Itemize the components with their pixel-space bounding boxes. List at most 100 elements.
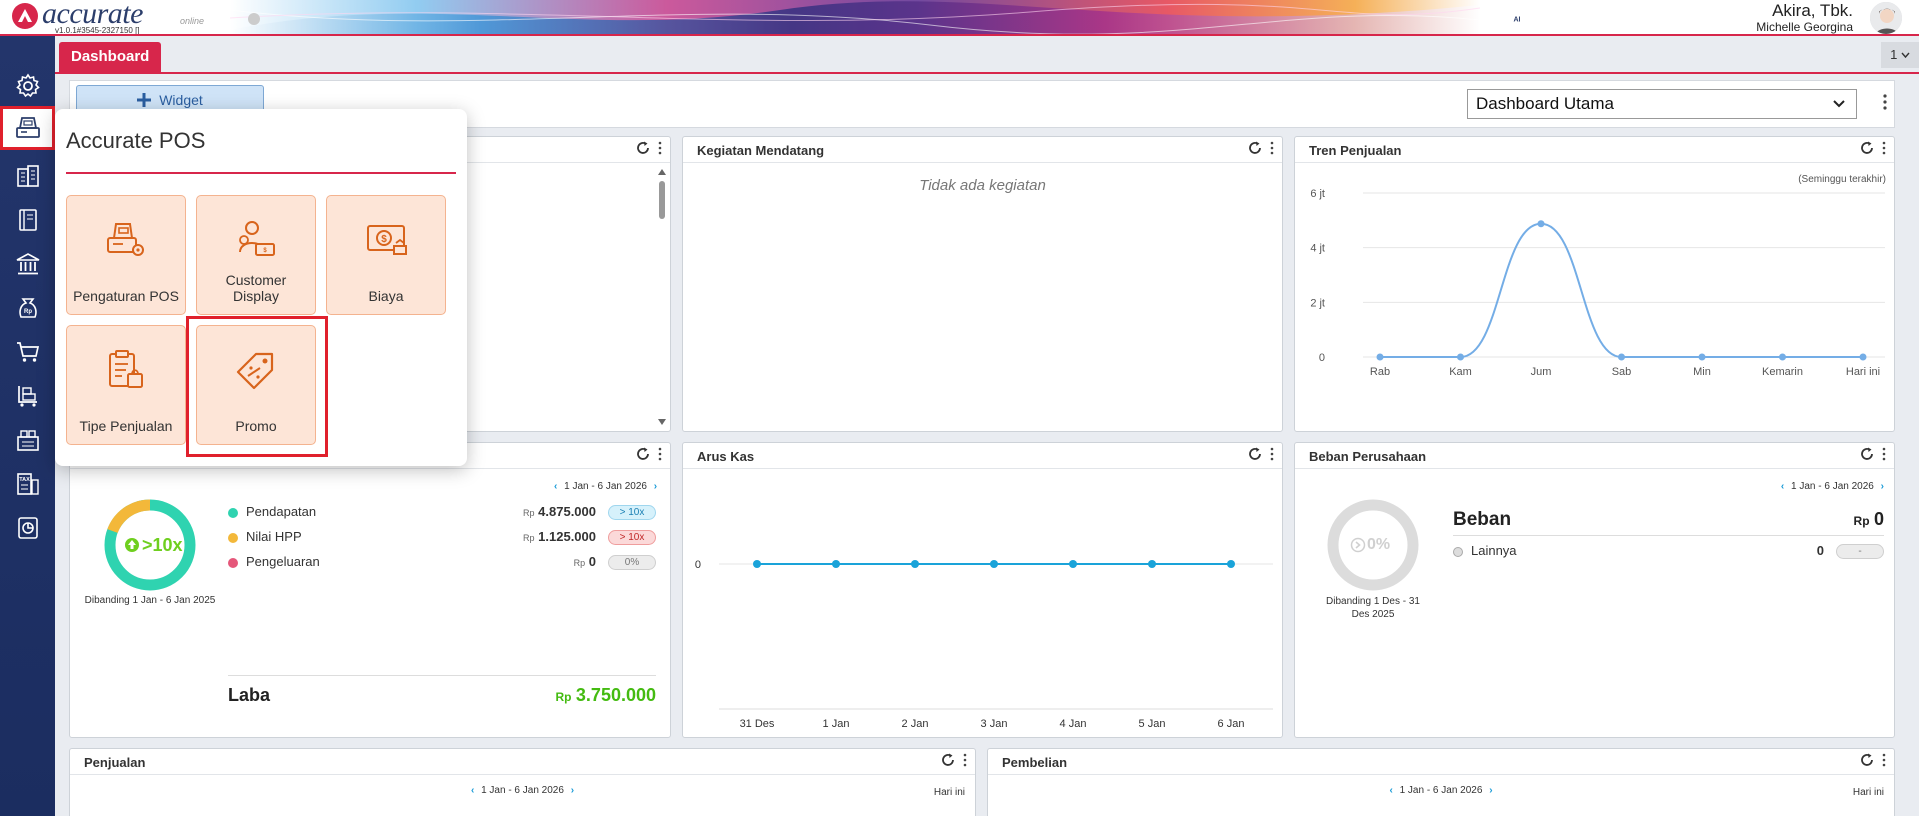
date-range-nav[interactable]: ‹ 1 Jan - 6 Jan 2026 ›: [1781, 481, 1884, 492]
tile-label: Pengaturan POS: [73, 288, 179, 304]
sidebar-item-company[interactable]: [0, 154, 55, 198]
widget-company-expenses: Beban Perusahaan ‹ 1 Jan - 6 Jan 2026 › …: [1294, 442, 1895, 738]
card-title: Beban Perusahaan: [1309, 449, 1427, 464]
more-vertical-icon[interactable]: [658, 141, 662, 155]
dashboard-select[interactable]: Dashboard Utama: [1467, 89, 1857, 119]
refresh-icon[interactable]: [636, 447, 650, 461]
x-tick-label: 5 Jan: [1139, 718, 1166, 730]
status-badge: > 10x: [608, 505, 656, 520]
sidebar-item-reports[interactable]: [0, 506, 55, 550]
more-vertical-icon[interactable]: [1882, 753, 1886, 767]
tile-promo[interactable]: Promo: [196, 325, 316, 445]
y-tick-label: 2 jt: [1310, 297, 1325, 309]
x-tick-label: Jum: [1531, 366, 1552, 378]
expense-ring-value: 0%: [1367, 536, 1391, 553]
ai-icon[interactable]: AI: [1505, 6, 1529, 30]
chevron-right-icon[interactable]: ›: [653, 481, 658, 492]
x-tick-label: 6 Jan: [1218, 718, 1245, 730]
avatar[interactable]: [1869, 1, 1903, 34]
data-point: [990, 560, 998, 568]
logo-subtitle: online: [180, 16, 205, 26]
legend-dot: [1453, 546, 1463, 557]
row-value: 1.125.000: [538, 529, 596, 544]
data-point: [1537, 220, 1545, 228]
sidebar-item-settings[interactable]: [0, 64, 55, 108]
chevron-right-icon[interactable]: ›: [1880, 481, 1884, 492]
tile-pengaturan-pos[interactable]: Pengaturan POS: [66, 195, 186, 315]
cart-icon: [16, 342, 39, 362]
tax-icon: TAX: [16, 473, 39, 495]
card-header: Pembelian: [988, 749, 1894, 775]
refresh-icon[interactable]: [1860, 141, 1874, 155]
row-label: Pengeluaran: [246, 554, 320, 569]
sidebar-item-ledger[interactable]: [0, 198, 55, 242]
user-info[interactable]: Akira, Tbk. Michelle Georgina: [1756, 1, 1853, 35]
more-vertical-icon[interactable]: [1270, 447, 1274, 461]
sidebar-item-pos[interactable]: [0, 106, 55, 150]
app-logo[interactable]: accurate: [12, 0, 143, 34]
refresh-icon[interactable]: [1248, 141, 1262, 155]
chevron-left-icon[interactable]: ‹: [554, 481, 558, 492]
sidebar-item-purchase[interactable]: [0, 374, 55, 418]
chevron-right-icon[interactable]: ›: [1489, 785, 1493, 796]
help-icon[interactable]: ?: [1597, 6, 1621, 30]
currency: Rp: [523, 508, 535, 518]
company-name: Akira, Tbk.: [1772, 1, 1853, 20]
more-vertical-icon[interactable]: [1270, 141, 1274, 155]
date-range-nav[interactable]: ‹ 1 Jan - 6 Jan 2026 ›: [988, 785, 1894, 796]
svg-text:AI: AI: [1514, 17, 1521, 24]
more-vertical-icon[interactable]: [963, 753, 967, 767]
expense-icon: $: [367, 225, 407, 255]
scrollbar[interactable]: [656, 167, 668, 427]
data-point: [1779, 353, 1786, 361]
date-range: 1 Jan - 6 Jan 2026: [481, 785, 564, 796]
list-item: Nilai HPP Rp 1.125.000 > 10x: [228, 529, 656, 554]
more-vertical-icon[interactable]: [1882, 93, 1888, 111]
refresh-icon[interactable]: [1860, 447, 1874, 461]
divider: [228, 675, 656, 676]
chevron-down-icon: [1833, 100, 1845, 108]
chevron-left-icon[interactable]: ‹: [1780, 481, 1785, 492]
refresh-icon[interactable]: [1860, 753, 1874, 767]
chevron-down-icon: [1901, 52, 1910, 59]
tab-dashboard[interactable]: Dashboard: [59, 42, 162, 72]
sales-trend-chart: 0 2 jt 4 jt 6 jt Rab Kam Jum Sab Min Kemarin Hari …: [1310, 188, 1885, 378]
refresh-icon[interactable]: [636, 141, 650, 155]
pos-settings-icon: [107, 223, 144, 256]
legend-dot: [228, 557, 238, 568]
data-point: [832, 560, 840, 568]
chevron-right-icon[interactable]: ›: [570, 785, 575, 796]
list-item: Lainnya 0 -: [1453, 543, 1884, 563]
sidebar-item-tax[interactable]: TAX: [0, 462, 55, 506]
svg-text:?: ?: [1605, 12, 1612, 26]
tab-counter[interactable]: 1: [1881, 42, 1919, 68]
bell-icon[interactable]: [1643, 6, 1667, 30]
more-vertical-icon[interactable]: [1882, 141, 1886, 155]
x-tick-label: Kam: [1449, 366, 1472, 378]
status-badge: -: [1836, 544, 1884, 559]
tile-biaya[interactable]: $ Biaya: [326, 195, 446, 315]
refresh-icon[interactable]: [941, 753, 955, 767]
chevron-left-icon[interactable]: ‹: [1389, 785, 1393, 796]
row-label: Nilai HPP: [246, 529, 302, 544]
sidebar-item-bank[interactable]: [0, 242, 55, 286]
x-tick-label: Kemarin: [1762, 366, 1803, 378]
date-range: 1 Jan - 6 Jan 2026: [1399, 785, 1483, 796]
refresh-icon[interactable]: [1248, 447, 1262, 461]
card-header: Beban Perusahaan: [1295, 443, 1894, 469]
profit-label: Laba: [228, 685, 271, 705]
more-vertical-icon[interactable]: [1882, 447, 1886, 461]
sidebar-item-sales[interactable]: [0, 330, 55, 374]
date-range-nav[interactable]: ‹ 1 Jan - 6 Jan 2026 ›: [554, 481, 657, 492]
more-vertical-icon[interactable]: [658, 447, 662, 461]
tile-tipe-penjualan[interactable]: Tipe Penjualan: [66, 325, 186, 445]
chevron-left-icon[interactable]: ‹: [470, 785, 475, 796]
customer-display-icon: $: [239, 221, 275, 256]
x-tick-label: 4 Jan: [1060, 718, 1087, 730]
sidebar-item-inventory[interactable]: [0, 418, 55, 462]
status-badge: 0%: [608, 555, 656, 570]
date-range-nav[interactable]: ‹ 1 Jan - 6 Jan 2026 ›: [70, 785, 975, 796]
sidebar-item-receivable[interactable]: Rp: [0, 286, 55, 330]
search-icon[interactable]: [1551, 6, 1575, 30]
tile-customer-display[interactable]: $ Customer Display: [196, 195, 316, 315]
